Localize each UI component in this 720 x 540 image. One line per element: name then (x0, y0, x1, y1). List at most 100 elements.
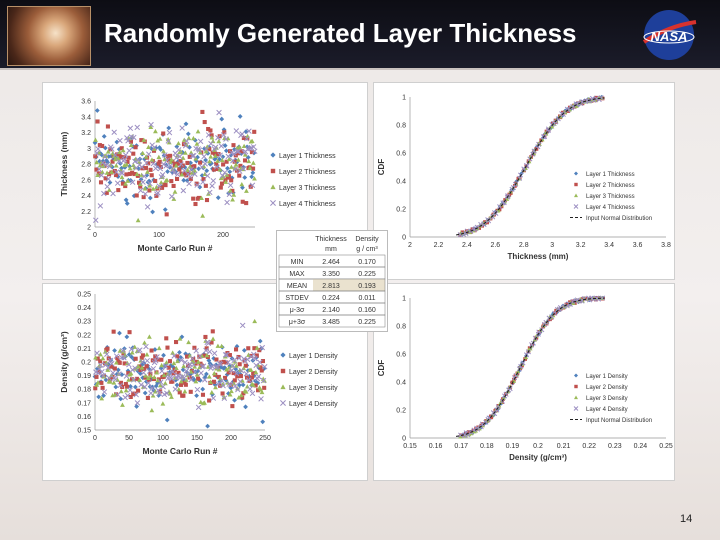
x-tick-label: 0.22 (582, 443, 596, 450)
legend-label: Input Normal Distribution (586, 216, 652, 222)
legend-marker (270, 200, 276, 206)
scatter-point (151, 374, 157, 380)
scatter-point (120, 147, 126, 153)
normal-distribution-line (455, 97, 605, 236)
scatter-point (142, 390, 148, 396)
scatter-point (252, 129, 257, 134)
y-tick-label: 0.6 (396, 352, 406, 359)
scatter-point (188, 389, 193, 394)
scatter-point (93, 355, 98, 360)
scatter-point (139, 365, 145, 370)
scatter-point (251, 382, 256, 388)
scatter-point (212, 156, 218, 162)
scatter-point (148, 373, 154, 378)
table-cell-density: 0.170 (358, 259, 376, 266)
scatter-point (259, 368, 264, 373)
scatter-point (235, 148, 242, 155)
scatter-point (220, 154, 226, 160)
x-axis-title: Monte Carlo Run # (137, 243, 212, 253)
scatter-point (241, 347, 247, 353)
scatter-point (135, 217, 141, 223)
scatter-point (155, 138, 161, 143)
scatter-point (93, 137, 98, 142)
scatter-point (200, 213, 206, 218)
y-tick-label: 3 (87, 146, 91, 153)
scatter-point (137, 187, 144, 194)
scatter-point (227, 169, 233, 175)
scatter-point (135, 364, 141, 369)
scatter-point (213, 384, 218, 390)
cdf-point (518, 363, 524, 369)
scatter-point (114, 180, 121, 186)
scatter-point (160, 383, 166, 390)
legend-marker (574, 171, 578, 176)
table-unit: g / cm³ (356, 246, 378, 253)
scatter-point (121, 354, 127, 361)
scatter-point (241, 164, 247, 170)
y-tick-label: 0.2 (81, 360, 91, 367)
scatter-point (123, 373, 130, 379)
scatter-point (260, 359, 265, 364)
scatter-point (196, 166, 202, 172)
cdf-point (493, 210, 499, 216)
scatter-point (249, 182, 256, 189)
scatter-point (177, 167, 182, 172)
scatter-point (227, 382, 234, 388)
scatter-point (257, 359, 263, 366)
scatter-point (183, 351, 188, 357)
scatter-point (200, 363, 207, 369)
scatter-point (205, 423, 211, 429)
scatter-point (107, 357, 114, 364)
scatter-point (171, 371, 176, 376)
scatter-point (224, 159, 229, 164)
scatter-point (243, 363, 248, 368)
x-tick-label: 0.21 (557, 443, 571, 450)
scatter-point (96, 394, 102, 400)
scatter-point (190, 361, 197, 368)
scatter-point (181, 137, 187, 142)
cdf-point (574, 101, 580, 108)
scatter-point (223, 377, 229, 383)
table-unit: mm (325, 246, 337, 253)
scatter-point (257, 348, 262, 353)
scatter-point (132, 172, 137, 177)
scatter-point (100, 356, 106, 361)
scatter-point (99, 396, 105, 401)
scatter-point (187, 144, 192, 150)
cdf-point (486, 415, 492, 421)
scatter-point (249, 390, 256, 397)
scatter-point (99, 380, 104, 385)
scatter-point (95, 119, 100, 124)
scatter-point (95, 380, 101, 385)
scatter-point (145, 380, 152, 386)
scatter-point (210, 395, 217, 401)
scatter-point (192, 345, 197, 350)
scatter-point (144, 172, 150, 178)
scatter-point (108, 153, 114, 159)
table-cell-density: 0.160 (358, 307, 376, 314)
scatter-point (159, 362, 165, 368)
scatter-point (217, 376, 223, 381)
scatter-point (139, 138, 144, 143)
scatter-point (232, 166, 238, 172)
scatter-point (136, 180, 142, 185)
x-tick-label: 200 (217, 232, 229, 239)
scatter-point (124, 172, 129, 177)
scatter-point (138, 176, 144, 182)
slide-title: Randomly Generated Layer Thickness (104, 18, 577, 48)
scatter-point (122, 152, 129, 158)
scatter-point (238, 374, 243, 379)
scatter-point (179, 125, 185, 131)
scatter-point (139, 164, 145, 170)
scatter-point (233, 370, 240, 377)
scatter-point (95, 356, 100, 361)
scatter-point (94, 167, 99, 172)
scatter-point (117, 137, 123, 144)
scatter-point (120, 402, 125, 407)
scatter-point (121, 156, 128, 163)
scatter-point (138, 382, 144, 388)
scatter-point (126, 147, 132, 154)
scatter-point (134, 404, 140, 409)
x-tick-label: 2.6 (490, 242, 500, 249)
scatter-point (166, 125, 172, 131)
